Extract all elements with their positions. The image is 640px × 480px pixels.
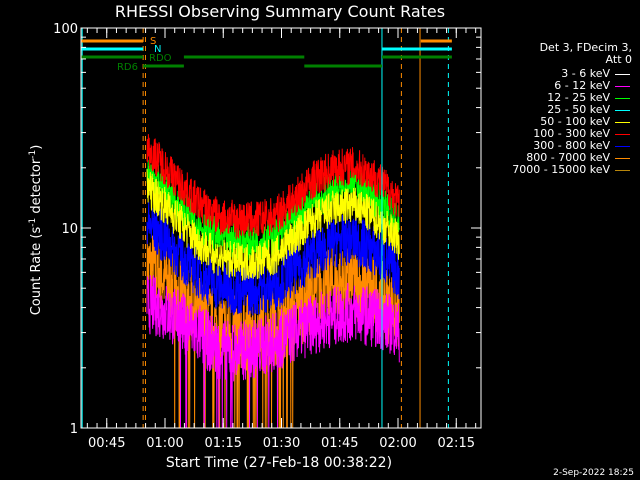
series-line-6	[146, 201, 400, 316]
plot-frame-layer: 1 10 100 00:45 01:00 01:15 01:30 01:45 02:00 02:1…	[53, 22, 482, 451]
y-tick-label: 1	[70, 422, 78, 437]
y-axis-label-main: Count Rate (s	[29, 227, 44, 316]
legend-swatch	[615, 134, 630, 135]
x-tick-label: 01:30	[263, 436, 300, 451]
legend-swatch	[615, 74, 630, 75]
legend-header-line-1: Det 3, FDecim 3,	[539, 41, 632, 54]
series-line-1	[146, 274, 400, 429]
legend-entry: 50 - 100 keV	[540, 115, 610, 128]
y-axis-label-middle: detector	[29, 158, 44, 218]
legend-entry: 12 - 25 keV	[547, 91, 610, 104]
y-axis-label-exponent-1: -1	[28, 218, 38, 227]
y-tick-label: 100	[53, 22, 78, 37]
y-tick-label: 10	[61, 222, 78, 237]
x-tick-label: 02:15	[438, 436, 475, 451]
legend-swatch	[615, 98, 630, 99]
y-axis-label-end: )	[29, 145, 44, 150]
x-tick-label: 02:00	[379, 436, 416, 451]
x-tick-label: 00:45	[88, 436, 125, 451]
flag-label-rd6: RD6	[117, 62, 138, 73]
series-line-5	[146, 134, 400, 239]
legend-entry: 6 - 12 keV	[554, 79, 610, 92]
legend-entry: 3 - 6 keV	[561, 67, 610, 80]
flag-label-n: N	[154, 44, 161, 55]
legend-header-line-2: Att 0	[605, 53, 632, 66]
legend-entry: 7000 - 15000 keV	[512, 163, 610, 176]
flag-label-s: S	[150, 36, 156, 47]
y-axis-label: Count Rate (s-1 detector-1)	[28, 145, 44, 316]
y-axis-label-exponent-2: -1	[28, 150, 38, 159]
generation-timestamp: 2-Sep-2022 18:25	[553, 468, 634, 478]
chart-title: RHESSI Observing Summary Count Rates	[115, 2, 445, 21]
legend-swatch	[615, 122, 630, 123]
x-tick-label: 01:00	[146, 436, 183, 451]
series-line-4	[146, 169, 400, 281]
x-tick-label: 01:15	[205, 436, 242, 451]
legend-header: Det 3, FDecim 3, Att 0	[540, 42, 632, 66]
legend-entry: 800 - 7000 keV	[526, 151, 610, 164]
legend-swatch	[615, 146, 630, 147]
legend-swatch	[615, 110, 630, 111]
legend-entry: 100 - 300 keV	[533, 127, 610, 140]
legend-swatch	[615, 170, 630, 171]
legend-entry: 300 - 800 keV	[533, 139, 610, 152]
x-tick-label: 01:45	[321, 436, 358, 451]
flag-label-rdo: RDO	[149, 53, 172, 64]
x-axis-label: Start Time (27-Feb-18 00:38:22)	[166, 455, 392, 471]
legend-entry: 25 - 50 keV	[547, 103, 610, 116]
legend-swatch	[615, 158, 630, 159]
legend-swatch	[615, 86, 630, 87]
